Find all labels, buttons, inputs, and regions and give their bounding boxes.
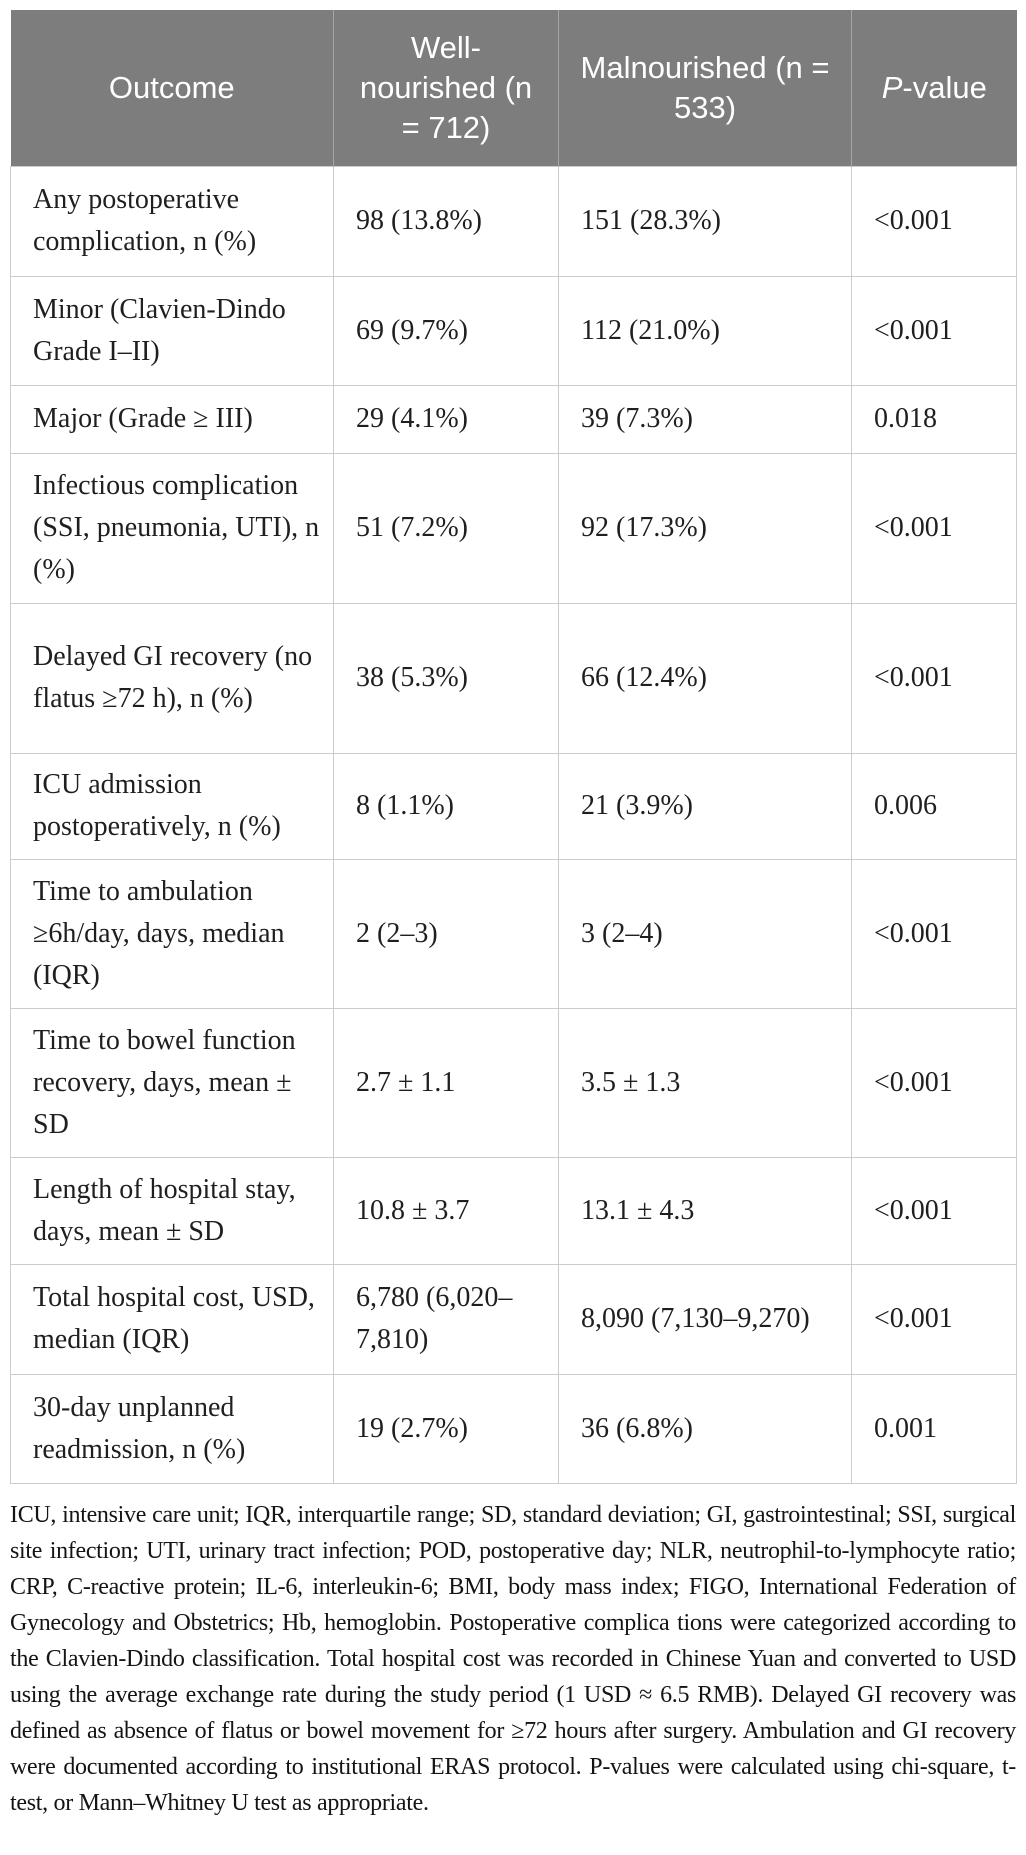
p-value-cell: <0.001 xyxy=(851,452,1017,604)
outcome-cell: Time to ambulation ≥6h/day, days, median… xyxy=(10,858,334,1009)
table-row: Time to ambulation ≥6h/day, days, median… xyxy=(10,858,1017,1009)
well-nourished-cell: 69 (9.7%) xyxy=(333,275,559,386)
outcome-cell: Minor (Clavien-Dindo Grade I–II) xyxy=(10,275,334,386)
outcome-cell: Any postoperative complication, n (%) xyxy=(10,165,334,277)
malnourished-cell: 13.1 ± 4.3 xyxy=(558,1156,852,1265)
malnourished-cell: 92 (17.3%) xyxy=(558,452,852,604)
malnourished-cell: 3 (2–4) xyxy=(558,858,852,1009)
well-nourished-cell: 38 (5.3%) xyxy=(333,602,559,754)
outcome-cell: Length of hospital stay, days, mean ± SD xyxy=(10,1156,334,1265)
p-value-cell: 0.001 xyxy=(851,1373,1017,1484)
header-outcome: Outcome xyxy=(10,10,334,166)
p-value-rest: -value xyxy=(902,69,987,105)
table-body: Any postoperative complication, n (%) 98… xyxy=(10,165,1017,1484)
header-p-value: P-value xyxy=(851,10,1017,166)
p-value-cell: 0.018 xyxy=(851,384,1017,454)
malnourished-cell: 39 (7.3%) xyxy=(558,384,852,454)
p-value-cell: <0.001 xyxy=(851,1263,1017,1375)
table-header: Outcome Well-nourished (n = 712) Malnour… xyxy=(10,10,1017,166)
table-header-row: Outcome Well-nourished (n = 712) Malnour… xyxy=(10,10,1017,166)
outcome-cell: Major (Grade ≥ III) xyxy=(10,384,334,454)
p-value-cell: <0.001 xyxy=(851,165,1017,277)
table-row: Minor (Clavien-Dindo Grade I–II) 69 (9.7… xyxy=(10,275,1017,386)
table-row: Any postoperative complication, n (%) 98… xyxy=(10,165,1017,277)
p-value-italic-letter: P xyxy=(881,69,903,105)
outcome-cell: Delayed GI recovery (no flatus ≥72 h), n… xyxy=(10,602,334,754)
outcome-cell: ICU admission postoperatively, n (%) xyxy=(10,752,334,860)
malnourished-cell: 112 (21.0%) xyxy=(558,275,852,386)
well-nourished-cell: 6,780 (6,020–7,810) xyxy=(333,1263,559,1375)
outcome-cell: Total hospital cost, USD, median (IQR) xyxy=(10,1263,334,1375)
well-nourished-cell: 29 (4.1%) xyxy=(333,384,559,454)
p-value-cell: <0.001 xyxy=(851,858,1017,1009)
well-nourished-cell: 19 (2.7%) xyxy=(333,1373,559,1484)
p-value-cell: <0.001 xyxy=(851,1156,1017,1265)
malnourished-cell: 66 (12.4%) xyxy=(558,602,852,754)
well-nourished-cell: 2 (2–3) xyxy=(333,858,559,1009)
table-row: Major (Grade ≥ III) 29 (4.1%) 39 (7.3%) … xyxy=(10,384,1017,454)
table-row: 30-day unplanned readmission, n (%) 19 (… xyxy=(10,1373,1017,1484)
header-well-nourished: Well-nourished (n = 712) xyxy=(333,10,559,166)
outcome-cell: 30-day unplanned readmission, n (%) xyxy=(10,1373,334,1484)
malnourished-cell: 21 (3.9%) xyxy=(558,752,852,860)
p-value-cell: <0.001 xyxy=(851,1007,1017,1158)
table-row: Total hospital cost, USD, median (IQR) 6… xyxy=(10,1263,1017,1375)
p-value-cell: <0.001 xyxy=(851,275,1017,386)
malnourished-cell: 36 (6.8%) xyxy=(558,1373,852,1484)
outcome-cell: Time to bowel function recovery, days, m… xyxy=(10,1007,334,1158)
table-row: ICU admission postoperatively, n (%) 8 (… xyxy=(10,752,1017,860)
well-nourished-cell: 8 (1.1%) xyxy=(333,752,559,860)
table-footnote: ICU, intensive care unit; IQR, interquar… xyxy=(10,1501,1016,1816)
well-nourished-cell: 98 (13.8%) xyxy=(333,165,559,277)
malnourished-cell: 3.5 ± 1.3 xyxy=(558,1007,852,1158)
malnourished-cell: 8,090 (7,130–9,270) xyxy=(558,1263,852,1375)
p-value-cell: <0.001 xyxy=(851,602,1017,754)
table-row: Infectious complication (SSI, pneumonia,… xyxy=(10,452,1017,604)
outcomes-comparison-table: Outcome Well-nourished (n = 712) Malnour… xyxy=(10,10,1017,1484)
table-row: Delayed GI recovery (no flatus ≥72 h), n… xyxy=(10,602,1017,754)
outcome-cell: Infectious complication (SSI, pneumonia,… xyxy=(10,452,334,604)
malnourished-cell: 151 (28.3%) xyxy=(558,165,852,277)
p-value-cell: 0.006 xyxy=(851,752,1017,860)
well-nourished-cell: 2.7 ± 1.1 xyxy=(333,1007,559,1158)
well-nourished-cell: 51 (7.2%) xyxy=(333,452,559,604)
header-malnourished: Malnourished (n = 533) xyxy=(558,10,852,166)
well-nourished-cell: 10.8 ± 3.7 xyxy=(333,1156,559,1265)
table-row: Length of hospital stay, days, mean ± SD… xyxy=(10,1156,1017,1265)
table-row: Time to bowel function recovery, days, m… xyxy=(10,1007,1017,1158)
